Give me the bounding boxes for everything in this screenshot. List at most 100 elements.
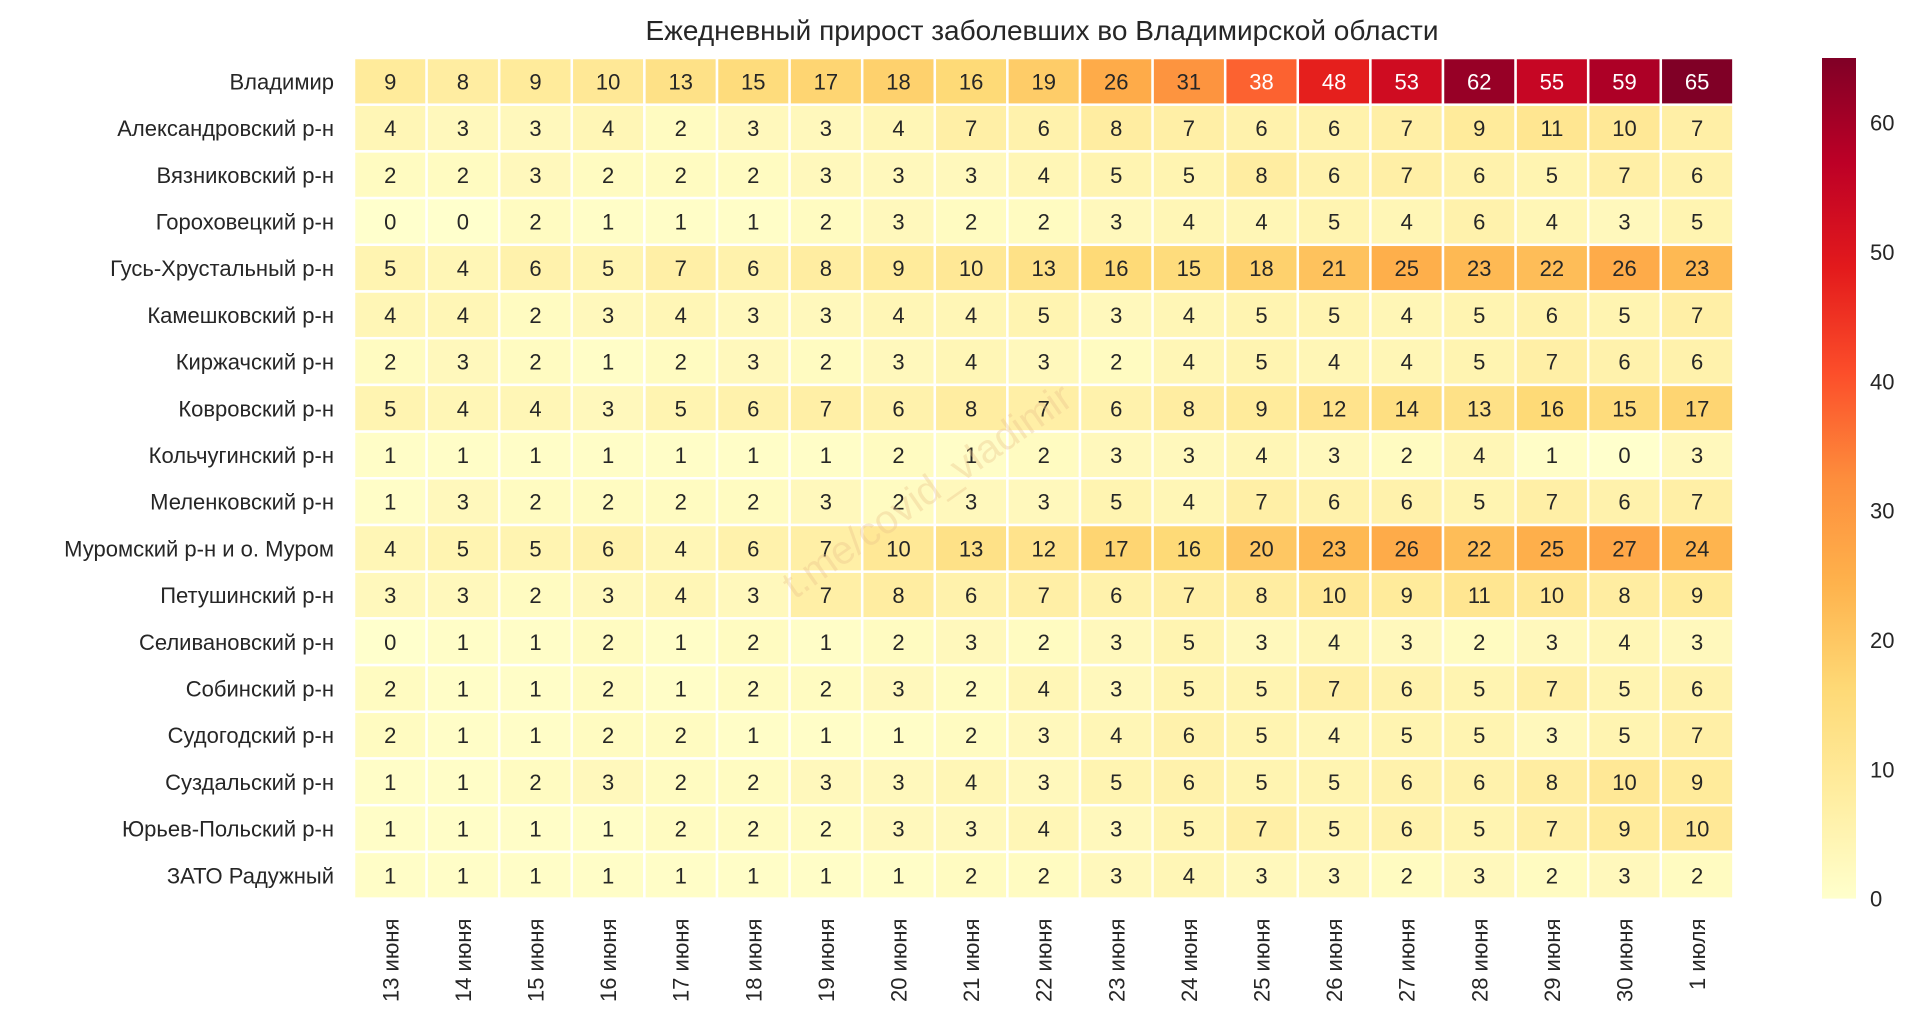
heatmap-cell [1296,803,1372,854]
cell-value-label: 6 [1473,163,1485,188]
heatmap-cell [715,430,791,480]
cell-value-label: 6 [1546,303,1558,328]
heatmap-cell [1223,710,1300,760]
heatmap-cell [1223,570,1300,620]
cell-value-label: 3 [747,350,759,375]
heatmap-cell [1078,430,1154,480]
heatmap-cell [1586,757,1663,807]
x-tick-label: 22 июня [1032,919,1057,1002]
cell-value-label: 4 [384,303,396,328]
heatmap-cell [1659,196,1735,247]
heatmap-cell [425,290,501,340]
cell-value-label: 5 [1328,770,1340,795]
cell-value-label: 22 [1467,536,1491,561]
cell-value-label: 8 [1546,770,1558,795]
heatmap-cell [1441,663,1517,714]
cell-value-label: 62 [1467,69,1491,94]
cell-value-label: 3 [820,490,832,515]
cell-value-label: 12 [1031,536,1055,561]
cell-value-label: 19 [1031,69,1055,94]
x-tick-label: 26 июня [1322,919,1347,1002]
cell-value-label: 0 [384,209,396,234]
cell-value-label: 5 [1473,676,1485,701]
x-tick-label: 17 июня [669,919,694,1002]
heatmap-cell [788,850,864,900]
cell-value-label: 3 [892,350,904,375]
heatmap-cell [1223,430,1300,480]
cell-value-label: 5 [457,536,469,561]
cell-value-label: 2 [675,116,687,141]
cell-value-label: 6 [1401,676,1413,701]
cell-value-label: 3 [820,163,832,188]
heatmap-cell [1659,336,1735,387]
heatmap-cell [1441,850,1517,900]
cell-value-label: 15 [741,69,765,94]
heatmap-cell [1223,803,1300,854]
cell-value-label: 5 [1255,770,1267,795]
heatmap-cell [788,150,864,200]
y-tick-label: Селивановский р-н [139,630,334,655]
heatmap-cell [570,290,646,340]
y-tick-label: Юрьев-Польский р-н [122,817,334,842]
colorbar [1822,58,1856,899]
heatmap-cell [860,617,937,667]
x-tick-label: 25 июня [1250,919,1275,1002]
cell-value-label: 16 [1540,396,1564,421]
cell-value-label: 4 [1546,209,1558,234]
heatmap-cell [1006,196,1082,247]
cell-value-label: 4 [1038,676,1050,701]
cell-value-label: 53 [1394,69,1418,94]
cell-value-label: 0 [384,630,396,655]
heatmap-cell [570,196,646,247]
cell-value-label: 1 [747,443,759,468]
cell-value-label: 8 [892,583,904,608]
cell-value-label: 3 [747,116,759,141]
cell-value-label: 10 [1322,583,1346,608]
cell-value-label: 8 [820,256,832,281]
heatmap-cell [570,710,646,760]
cell-value-label: 4 [1183,209,1195,234]
heatmap-cell [1223,150,1300,200]
cell-value-label: 13 [959,536,983,561]
x-tick-label: 15 июня [524,919,549,1002]
cell-value-label: 4 [1183,863,1195,888]
cell-value-label: 7 [1691,303,1703,328]
y-tick-label: Вязниковский р-н [157,163,334,188]
heatmap-cell [1369,243,1445,293]
cell-value-label: 7 [1546,490,1558,515]
cell-value-label: 1 [529,817,541,842]
cell-value-label: 6 [1473,209,1485,234]
cell-value-label: 6 [1691,676,1703,701]
heatmap-cell [933,383,1009,433]
cell-value-label: 2 [675,723,687,748]
cell-value-label: 8 [457,69,469,94]
cell-value-label: 3 [892,817,904,842]
cell-value-label: 6 [1618,490,1630,515]
cell-value-label: 3 [892,163,904,188]
cell-value-label: 2 [747,630,759,655]
y-tick-label: Камешковский р-н [147,303,334,328]
heatmap-cell [1514,196,1590,247]
cell-value-label: 1 [675,630,687,655]
heatmap-cell [1223,850,1300,900]
cell-value-label: 26 [1394,536,1418,561]
cell-value-label: 20 [1249,536,1273,561]
heatmap-cell [860,56,937,106]
heatmap-cell [1441,570,1517,620]
cell-value-label: 7 [1691,116,1703,141]
cell-value-label: 1 [747,209,759,234]
cell-value-label: 4 [1038,817,1050,842]
cell-value-label: 15 [1612,396,1636,421]
cell-value-label: 6 [602,536,614,561]
heatmap-cell [860,336,937,387]
cell-value-label: 3 [1691,630,1703,655]
cell-value-label: 3 [1546,723,1558,748]
cell-value-label: 6 [1110,583,1122,608]
cell-value-label: 3 [892,676,904,701]
cell-value-label: 8 [1255,583,1267,608]
cell-value-label: 4 [1183,350,1195,375]
cell-value-label: 1 [384,443,396,468]
cell-value-label: 17 [814,69,838,94]
